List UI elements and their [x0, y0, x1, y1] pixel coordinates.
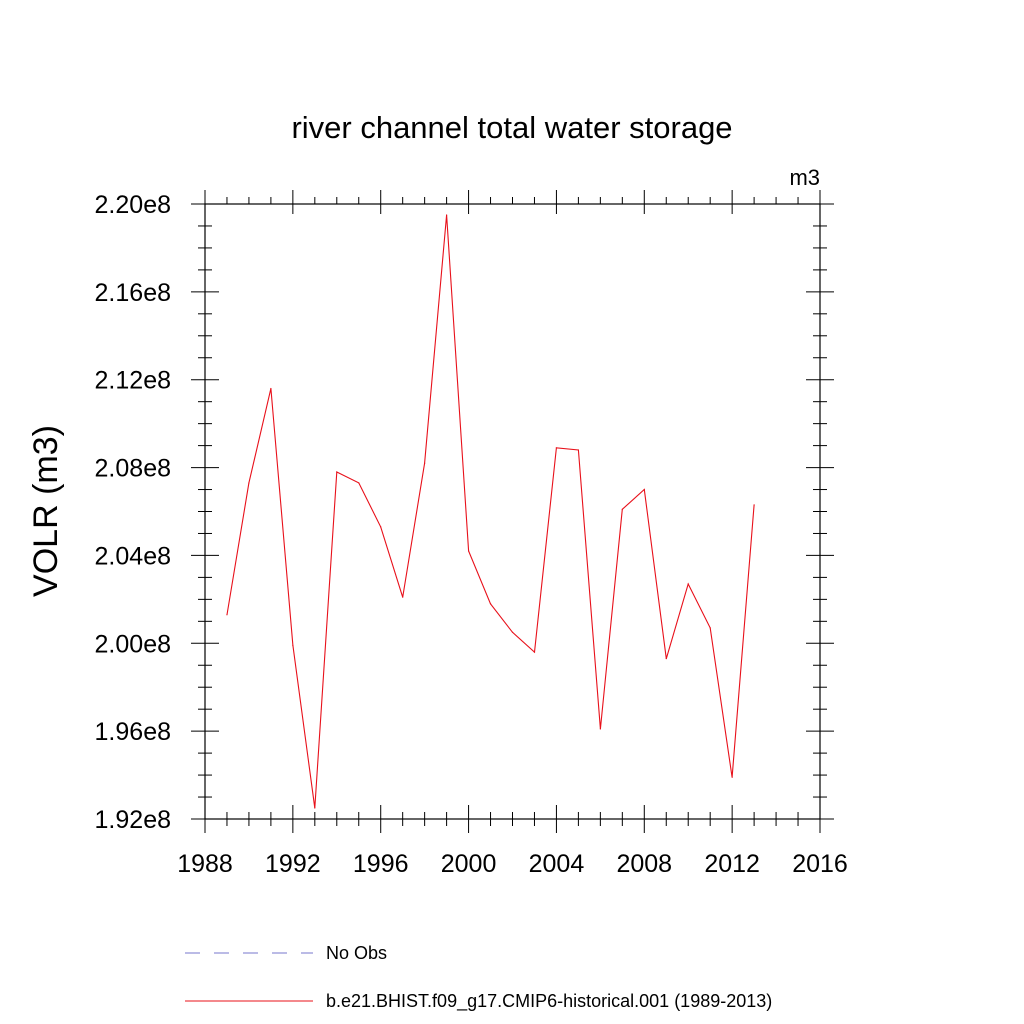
y-tick-label: 2.00e8 — [95, 630, 171, 658]
data-point — [358, 482, 360, 484]
data-point — [314, 807, 316, 809]
x-tick-label: 2008 — [616, 850, 672, 878]
data-point — [226, 614, 228, 616]
data-point — [467, 550, 470, 552]
data-point — [533, 651, 536, 653]
y-tick-label: 2.08e8 — [95, 455, 171, 483]
data-point — [643, 488, 645, 491]
y-axis-tick-labels: 1.92e8 1.96e8 2.00e8 2.04e8 2.08e8 2.12e8 2.16… — [95, 191, 171, 834]
x-tick-label: 1996 — [353, 850, 409, 878]
data-point — [753, 504, 755, 506]
legend-label-historical: b.e21.BHIST.f09_g17.CMIP6-historical.001… — [326, 991, 772, 1012]
data-point — [621, 508, 623, 510]
x-tick-label: 1988 — [177, 850, 233, 878]
data-point — [687, 583, 689, 585]
y-tick-label: 2.16e8 — [95, 279, 171, 307]
data-point — [380, 526, 382, 528]
x-tick-label: 2012 — [704, 850, 760, 878]
plot-frame — [204, 203, 821, 820]
series-layer — [226, 214, 755, 809]
x-tick-label: 1992 — [265, 850, 321, 878]
data-point — [599, 728, 601, 730]
series-line-0 — [226, 214, 755, 809]
x-axis-tick-labels: 1988 1992 1996 2000 2004 2008 2012 2016 — [177, 850, 848, 878]
x-axis-ticks — [204, 190, 821, 833]
y-tick-label: 2.20e8 — [95, 191, 171, 219]
data-point — [446, 214, 448, 216]
x-tick-label: 2000 — [441, 850, 497, 878]
y-tick-label: 2.04e8 — [95, 542, 171, 570]
data-point — [489, 603, 492, 605]
data-point — [555, 447, 558, 449]
data-point — [292, 644, 294, 647]
x-tick-label: 2016 — [792, 850, 848, 878]
chart-title: river channel total water storage — [291, 110, 732, 145]
data-point — [402, 596, 404, 598]
legend: No Obs b.e21.BHIST.f09_g17.CMIP6-histori… — [185, 943, 772, 1012]
y-tick-label: 1.92e8 — [95, 806, 171, 834]
y-axis-label: VOLR (m3) — [27, 425, 65, 597]
data-point — [424, 462, 426, 464]
y-tick-label: 1.96e8 — [95, 718, 171, 746]
data-point — [731, 776, 733, 778]
x-tick-label: 2004 — [529, 850, 585, 878]
data-point — [511, 631, 514, 633]
data-point — [248, 482, 250, 484]
units-label: m3 — [789, 165, 820, 190]
data-point — [665, 658, 667, 660]
data-point — [336, 471, 338, 473]
y-axis-ticks — [191, 203, 834, 820]
y-tick-label: 2.12e8 — [95, 367, 171, 395]
legend-label-no-obs: No Obs — [326, 943, 387, 963]
data-point — [577, 449, 579, 451]
data-point — [709, 627, 711, 629]
data-point — [270, 387, 272, 390]
